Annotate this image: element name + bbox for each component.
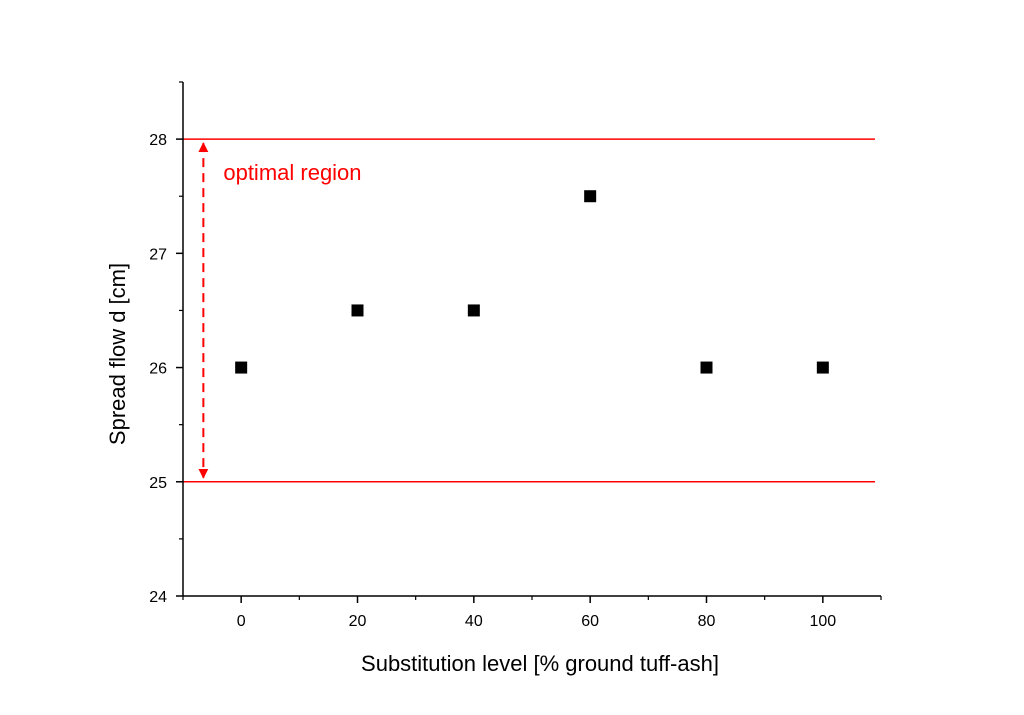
data-point: [816, 361, 829, 374]
data-point: [235, 361, 248, 374]
y-tick-label: 25: [149, 475, 167, 492]
y-tick-label: 24: [149, 589, 167, 606]
y-tick-label: 27: [149, 246, 167, 263]
y-tick-label: 28: [149, 132, 167, 149]
y-tick-label: 26: [149, 361, 167, 378]
data-point: [584, 190, 597, 203]
reference-lines: [183, 138, 875, 483]
x-tick-label: 60: [581, 613, 599, 630]
axes: [182, 82, 881, 597]
x-tick-label: 100: [809, 613, 836, 630]
x-tick-label: 0: [237, 613, 246, 630]
x-tick-label: 40: [465, 613, 483, 630]
data-point: [467, 304, 480, 317]
x-axis-title: Substitution level [% ground tuff-ash]: [361, 651, 719, 676]
data-points: [235, 190, 829, 374]
data-point: [700, 361, 713, 374]
y-axis-title: Spread flow d [cm]: [105, 263, 130, 445]
x-tick-label: 20: [349, 613, 367, 630]
x-tick-label: 80: [698, 613, 716, 630]
optimal-region-annotation: optimal region: [198, 142, 362, 479]
x-axis-ticks: 0 20 40 60 80 100: [182, 596, 882, 630]
y-axis-ticks: 24 25 26 27 28: [149, 81, 183, 606]
annotation-label: optimal region: [223, 160, 361, 185]
data-point: [351, 304, 364, 317]
